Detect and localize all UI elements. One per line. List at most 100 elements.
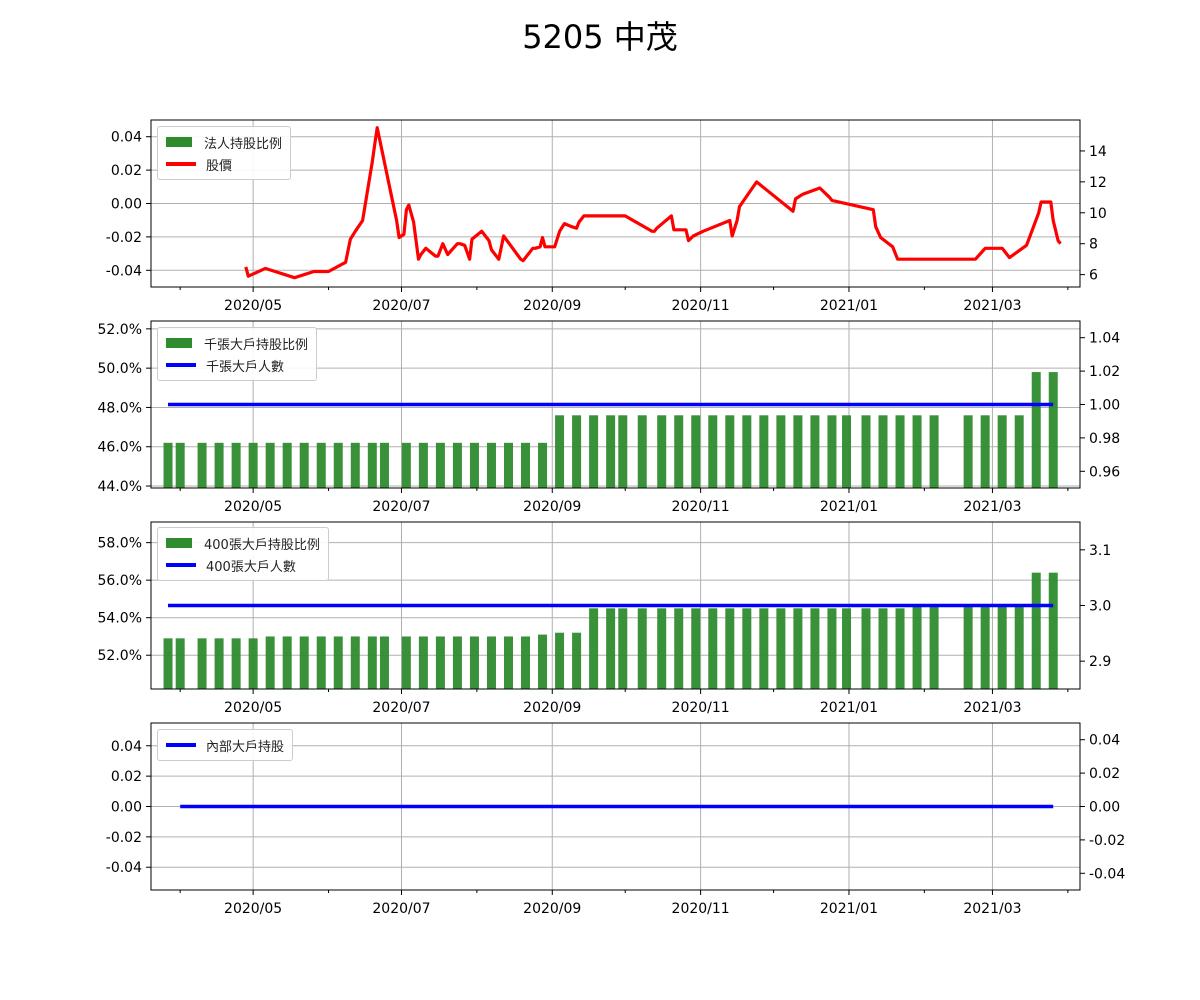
holding-bar bbox=[316, 442, 326, 488]
legend-1000-lot: 千張大戶持股比例 千張大戶人數 bbox=[157, 327, 318, 381]
price-line bbox=[244, 126, 1062, 280]
y-left-tick-label: 0.02 bbox=[111, 769, 142, 785]
holding-bar bbox=[842, 608, 852, 689]
holding-bar bbox=[912, 606, 922, 689]
y-left-tick-label: 52.0% bbox=[98, 648, 142, 664]
panel-0 bbox=[146, 119, 1085, 292]
holding-bar bbox=[963, 415, 973, 488]
holding-bar bbox=[878, 608, 888, 689]
y-right-tick-label: 1.02 bbox=[1089, 364, 1120, 380]
legend-label: 400張大戶持股比例 bbox=[204, 537, 320, 553]
holding-bar bbox=[265, 442, 275, 488]
y-right-tick-label: 3.0 bbox=[1089, 599, 1111, 615]
holding-bar bbox=[418, 636, 428, 689]
y-right-tick-label: 14 bbox=[1089, 144, 1107, 160]
legend-swatch-line bbox=[166, 162, 196, 166]
legend-label: 法人持股比例 bbox=[204, 136, 283, 152]
holding-bar bbox=[435, 442, 445, 488]
x-tick-label: 2020/07 bbox=[372, 700, 430, 716]
holding-bar bbox=[674, 415, 684, 488]
legend-label: 股價 bbox=[206, 158, 233, 174]
legend-label: 千張大戶人數 bbox=[206, 359, 285, 375]
holding-bar bbox=[861, 608, 871, 689]
x-tick-label: 2021/03 bbox=[963, 298, 1021, 314]
holding-bar bbox=[367, 636, 377, 689]
legend-label: 千張大戶持股比例 bbox=[204, 337, 309, 353]
legend-institutional: 法人持股比例 股價 bbox=[157, 126, 292, 180]
x-tick-label: 2020/05 bbox=[224, 499, 282, 515]
holding-bar bbox=[521, 442, 531, 488]
x-tick-label: 2021/01 bbox=[820, 499, 878, 515]
holding-bar bbox=[452, 636, 462, 689]
x-tick-label: 2020/11 bbox=[672, 499, 730, 515]
holding-bar bbox=[929, 415, 939, 488]
legend-swatch-line bbox=[166, 563, 196, 567]
holding-bar bbox=[606, 608, 616, 689]
holding-bar bbox=[469, 636, 479, 689]
x-tick-label: 2021/03 bbox=[963, 700, 1021, 716]
panel-1 bbox=[146, 320, 1085, 493]
y-left-tick-label: -0.04 bbox=[106, 263, 142, 279]
y-left-tick-label: 0.02 bbox=[111, 163, 142, 179]
holding-bar bbox=[503, 442, 513, 488]
y-right-tick-label: 0.98 bbox=[1089, 431, 1120, 447]
holding-bar bbox=[282, 636, 292, 689]
holding-bar bbox=[618, 415, 628, 488]
holding-bar bbox=[725, 415, 735, 488]
y-right-tick-label: 6 bbox=[1089, 268, 1098, 284]
holding-bar bbox=[980, 415, 990, 488]
holding-bar bbox=[163, 638, 173, 689]
holding-bar bbox=[379, 442, 389, 488]
holding-bar bbox=[163, 442, 173, 488]
holding-bar bbox=[793, 608, 803, 689]
holding-bar bbox=[776, 415, 786, 488]
x-tick-label: 2020/07 bbox=[372, 901, 430, 917]
holding-bar bbox=[367, 442, 377, 488]
x-tick-label: 2020/07 bbox=[372, 499, 430, 515]
y-right-tick-label: 0.00 bbox=[1089, 800, 1120, 816]
holding-bar bbox=[997, 606, 1007, 689]
x-tick-label: 2020/09 bbox=[523, 298, 581, 314]
legend-label: 內部大戶持股 bbox=[206, 739, 285, 755]
holding-bar bbox=[214, 442, 224, 488]
legend-label: 400張大戶人數 bbox=[206, 559, 296, 575]
x-tick-label: 2020/11 bbox=[672, 298, 730, 314]
holding-bar bbox=[674, 608, 684, 689]
holding-bar bbox=[175, 442, 185, 488]
holding-bar bbox=[606, 415, 616, 488]
holding-bar bbox=[248, 442, 258, 488]
legend-entry: 法人持股比例 bbox=[166, 131, 282, 153]
x-tick-label: 2020/05 bbox=[224, 901, 282, 917]
x-tick-label: 2021/01 bbox=[820, 901, 878, 917]
y-right-tick-label: 10 bbox=[1089, 206, 1107, 222]
x-tick-label: 2020/05 bbox=[224, 298, 282, 314]
holding-bar bbox=[589, 415, 599, 488]
holding-bar bbox=[452, 442, 462, 488]
holding-bar bbox=[810, 415, 820, 488]
legend-entry: 千張大戶持股比例 bbox=[166, 332, 308, 354]
plot-frame bbox=[150, 722, 1081, 891]
holding-bar bbox=[929, 606, 939, 689]
holding-bar bbox=[197, 638, 207, 689]
y-left-tick-label: 48.0% bbox=[98, 400, 142, 416]
holding-bar bbox=[486, 636, 496, 689]
holding-bar bbox=[418, 442, 428, 488]
holding-bar bbox=[691, 608, 701, 689]
y-left-tick-label: 56.0% bbox=[98, 573, 142, 589]
holding-bar bbox=[214, 638, 224, 689]
holding-bar bbox=[401, 442, 411, 488]
holding-bar bbox=[759, 415, 769, 488]
holding-bar bbox=[895, 415, 905, 488]
holding-bar bbox=[861, 415, 871, 488]
y-right-tick-label: 3.1 bbox=[1089, 543, 1111, 559]
holding-bar bbox=[657, 415, 667, 488]
y-left-tick-label: -0.02 bbox=[106, 230, 142, 246]
y-right-tick-label: 8 bbox=[1089, 237, 1098, 253]
plot-frame bbox=[150, 320, 1081, 489]
x-tick-label: 2021/03 bbox=[963, 901, 1021, 917]
legend-swatch-line bbox=[166, 743, 196, 747]
holding-bar bbox=[572, 415, 582, 488]
legend-swatch-bar bbox=[166, 538, 192, 548]
y-right-tick-label: 0.04 bbox=[1089, 733, 1120, 749]
y-right-tick-label: 12 bbox=[1089, 175, 1107, 191]
